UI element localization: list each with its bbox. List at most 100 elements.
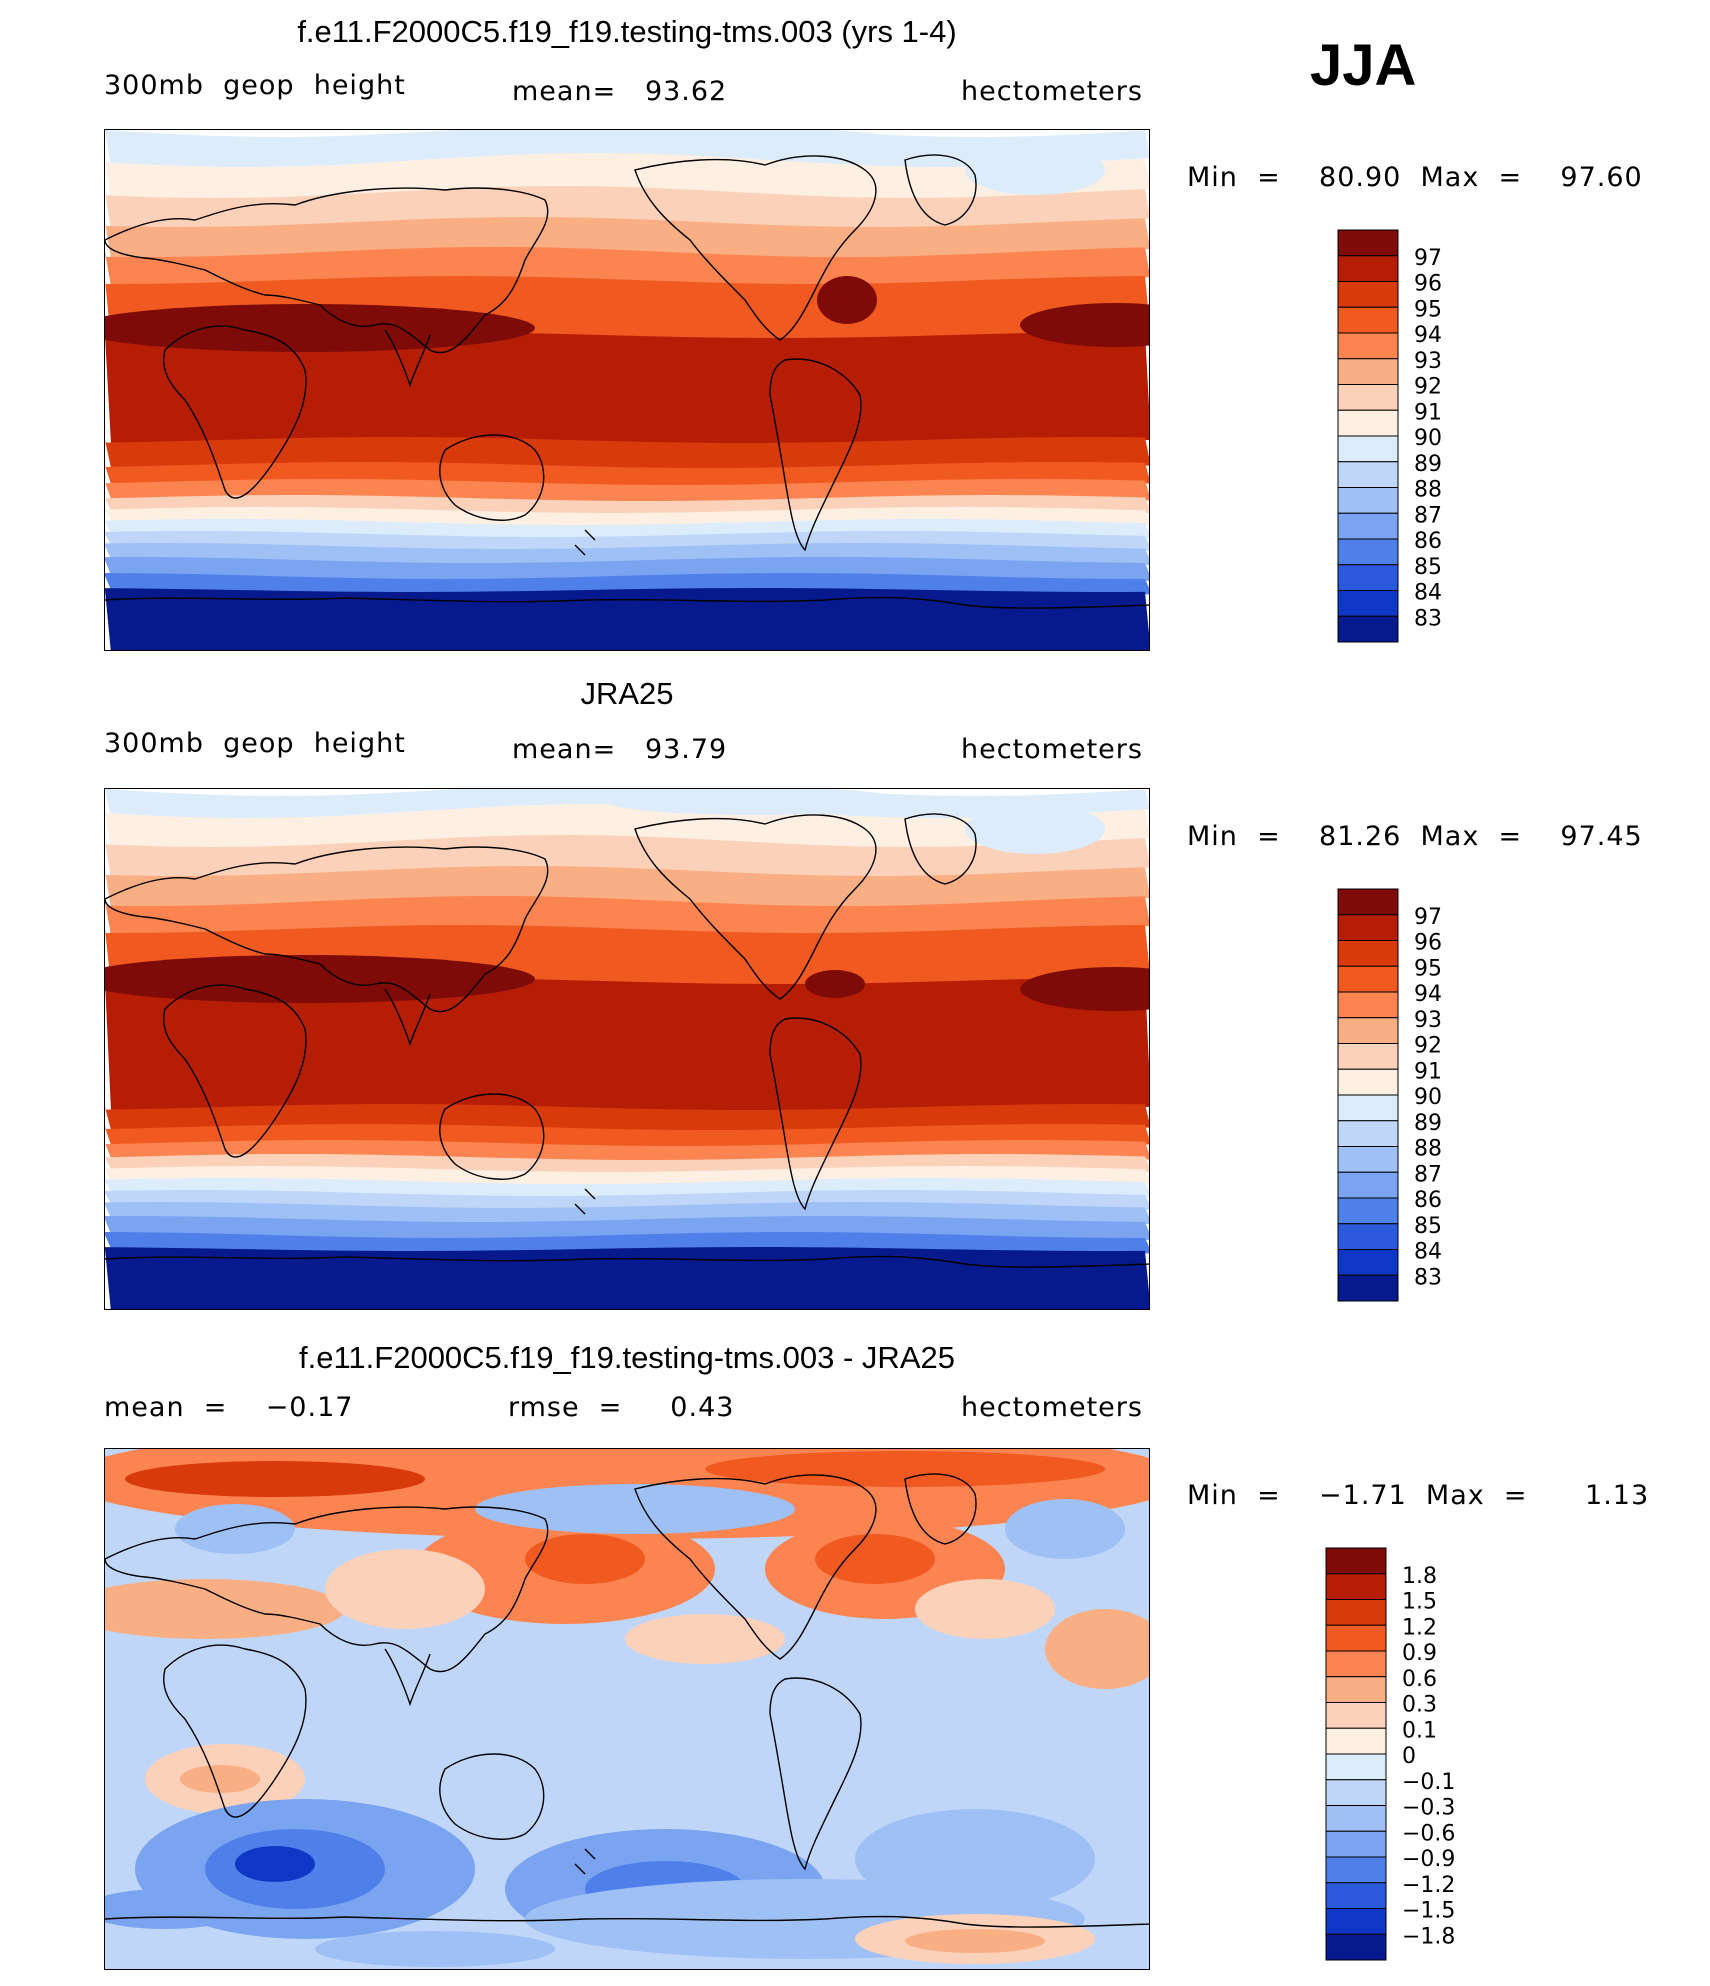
legend-swatch — [1337, 1223, 1399, 1250]
min-max-label: Min = −1.71 Max = 1.13 — [1187, 1480, 1650, 1511]
mean-label: mean= 93.79 — [512, 734, 728, 765]
legend-label: 1.2 — [1402, 1615, 1437, 1640]
mean-label: mean= 93.62 — [512, 76, 728, 107]
legend-swatch — [1325, 1676, 1387, 1703]
color-legend: 97 96 95 94 93 92 91 90 89 88 87 86 85 84 83 — [1337, 229, 1478, 647]
legend-label: 93 — [1414, 1008, 1442, 1033]
legend-label: 1.5 — [1402, 1590, 1437, 1615]
legend-swatch — [1337, 940, 1399, 967]
legend-swatch — [1337, 888, 1399, 916]
legend-label: 95 — [1414, 297, 1442, 322]
coastlines — [105, 154, 1149, 609]
legend-swatch — [1325, 1547, 1387, 1575]
legend-label: 84 — [1414, 1240, 1442, 1265]
legend-label: −1.8 — [1402, 1924, 1455, 1949]
legend-swatch — [1337, 914, 1399, 941]
legend-swatch — [1325, 1702, 1387, 1729]
legend-swatch — [1337, 1017, 1399, 1044]
legend-label: 87 — [1414, 1162, 1442, 1187]
legend-swatch — [1337, 564, 1399, 591]
legend-label: 0 — [1402, 1744, 1416, 1769]
legend-label: 85 — [1414, 555, 1442, 580]
legend-label: 91 — [1414, 1059, 1442, 1084]
panel-title: f.e11.F2000C5.f19_f19.testing-tms.003 - … — [299, 1340, 955, 1375]
legend-label: 97 — [1414, 246, 1442, 271]
variable-label: 300mb geop height — [104, 728, 406, 759]
legend-label: 83 — [1414, 1265, 1442, 1290]
legend-swatch — [1337, 1094, 1399, 1122]
legend-label: 87 — [1414, 503, 1442, 528]
mean-label: mean = −0.17 — [104, 1392, 354, 1423]
legend-swatch — [1337, 1043, 1399, 1070]
legend-label: 91 — [1414, 400, 1442, 425]
legend-label: 97 — [1414, 905, 1442, 930]
legend-swatch — [1337, 1146, 1399, 1173]
legend-swatch — [1325, 1908, 1387, 1935]
legend-label: 88 — [1414, 478, 1442, 503]
legend-label: 0.3 — [1402, 1693, 1437, 1718]
legend-swatch — [1337, 1249, 1399, 1276]
legend-swatch — [1325, 1650, 1387, 1678]
legend-label: 95 — [1414, 956, 1442, 981]
map-plot — [104, 788, 1150, 1310]
legend-label: −0.9 — [1402, 1847, 1455, 1872]
legend-swatch — [1337, 332, 1399, 360]
legend-label: −1.5 — [1402, 1899, 1455, 1924]
legend-label: −0.6 — [1402, 1821, 1455, 1846]
map-plot — [104, 1448, 1150, 1970]
season-label: JJA — [1310, 33, 1417, 98]
legend-swatch — [1325, 1779, 1387, 1806]
legend-swatch — [1325, 1753, 1387, 1781]
legend-swatch — [1337, 461, 1399, 488]
legend-swatch — [1337, 615, 1399, 643]
legend-swatch — [1337, 358, 1399, 385]
legend-label: 0.1 — [1402, 1718, 1437, 1743]
legend-swatch — [1337, 991, 1399, 1019]
legend-swatch — [1325, 1805, 1387, 1832]
legend-label: 93 — [1414, 349, 1442, 374]
legend-label: 96 — [1414, 272, 1442, 297]
rmse-label: rmse = 0.43 — [508, 1392, 735, 1423]
legend-label: 83 — [1414, 606, 1442, 631]
units-label: hectometers — [961, 1392, 1143, 1423]
legend-label: −0.1 — [1402, 1770, 1455, 1795]
legend-swatch — [1325, 1727, 1387, 1755]
coastlines — [105, 813, 1149, 1268]
legend-swatch — [1337, 1068, 1399, 1096]
legend-swatch — [1325, 1830, 1387, 1858]
legend-swatch — [1337, 281, 1399, 308]
legend-swatch — [1337, 1171, 1399, 1199]
legend-swatch — [1325, 1599, 1387, 1626]
legend-label: 0.6 — [1402, 1667, 1437, 1692]
legend-swatch — [1337, 384, 1399, 411]
coastlines — [105, 1473, 1149, 1928]
legend-label: 94 — [1414, 982, 1442, 1007]
legend-swatch — [1337, 590, 1399, 617]
color-legend: 1.8 1.5 1.2 0.9 0.6 0.3 0.1 0 −0.1 −0.3 −0.6 −0.9 −1… — [1325, 1547, 1486, 1965]
legend-swatch — [1337, 435, 1399, 463]
legend-swatch — [1337, 229, 1399, 257]
legend-label: 0.9 — [1402, 1641, 1437, 1666]
legend-swatch — [1325, 1933, 1387, 1961]
legend-label: −0.3 — [1402, 1796, 1455, 1821]
legend-label: 85 — [1414, 1214, 1442, 1239]
legend-swatch — [1337, 538, 1399, 566]
legend-label: 86 — [1414, 529, 1442, 554]
legend-swatch — [1337, 1274, 1399, 1302]
legend-swatch — [1337, 255, 1399, 282]
legend-swatch — [1337, 409, 1399, 437]
legend-label: 96 — [1414, 931, 1442, 956]
legend-label: 89 — [1414, 1111, 1442, 1136]
legend-label: 92 — [1414, 1034, 1442, 1059]
map-plot — [104, 129, 1150, 651]
legend-label: 84 — [1414, 581, 1442, 606]
color-legend: 97 96 95 94 93 92 91 90 89 88 87 86 85 84 83 — [1337, 888, 1478, 1306]
legend-swatch — [1337, 512, 1399, 540]
legend-swatch — [1337, 965, 1399, 993]
legend-label: 90 — [1414, 1085, 1442, 1110]
min-max-label: Min = 80.90 Max = 97.60 — [1187, 162, 1643, 193]
legend-swatch — [1325, 1856, 1387, 1884]
units-label: hectometers — [961, 76, 1143, 107]
legend-label: 1.8 — [1402, 1564, 1437, 1589]
legend-label: 92 — [1414, 375, 1442, 400]
